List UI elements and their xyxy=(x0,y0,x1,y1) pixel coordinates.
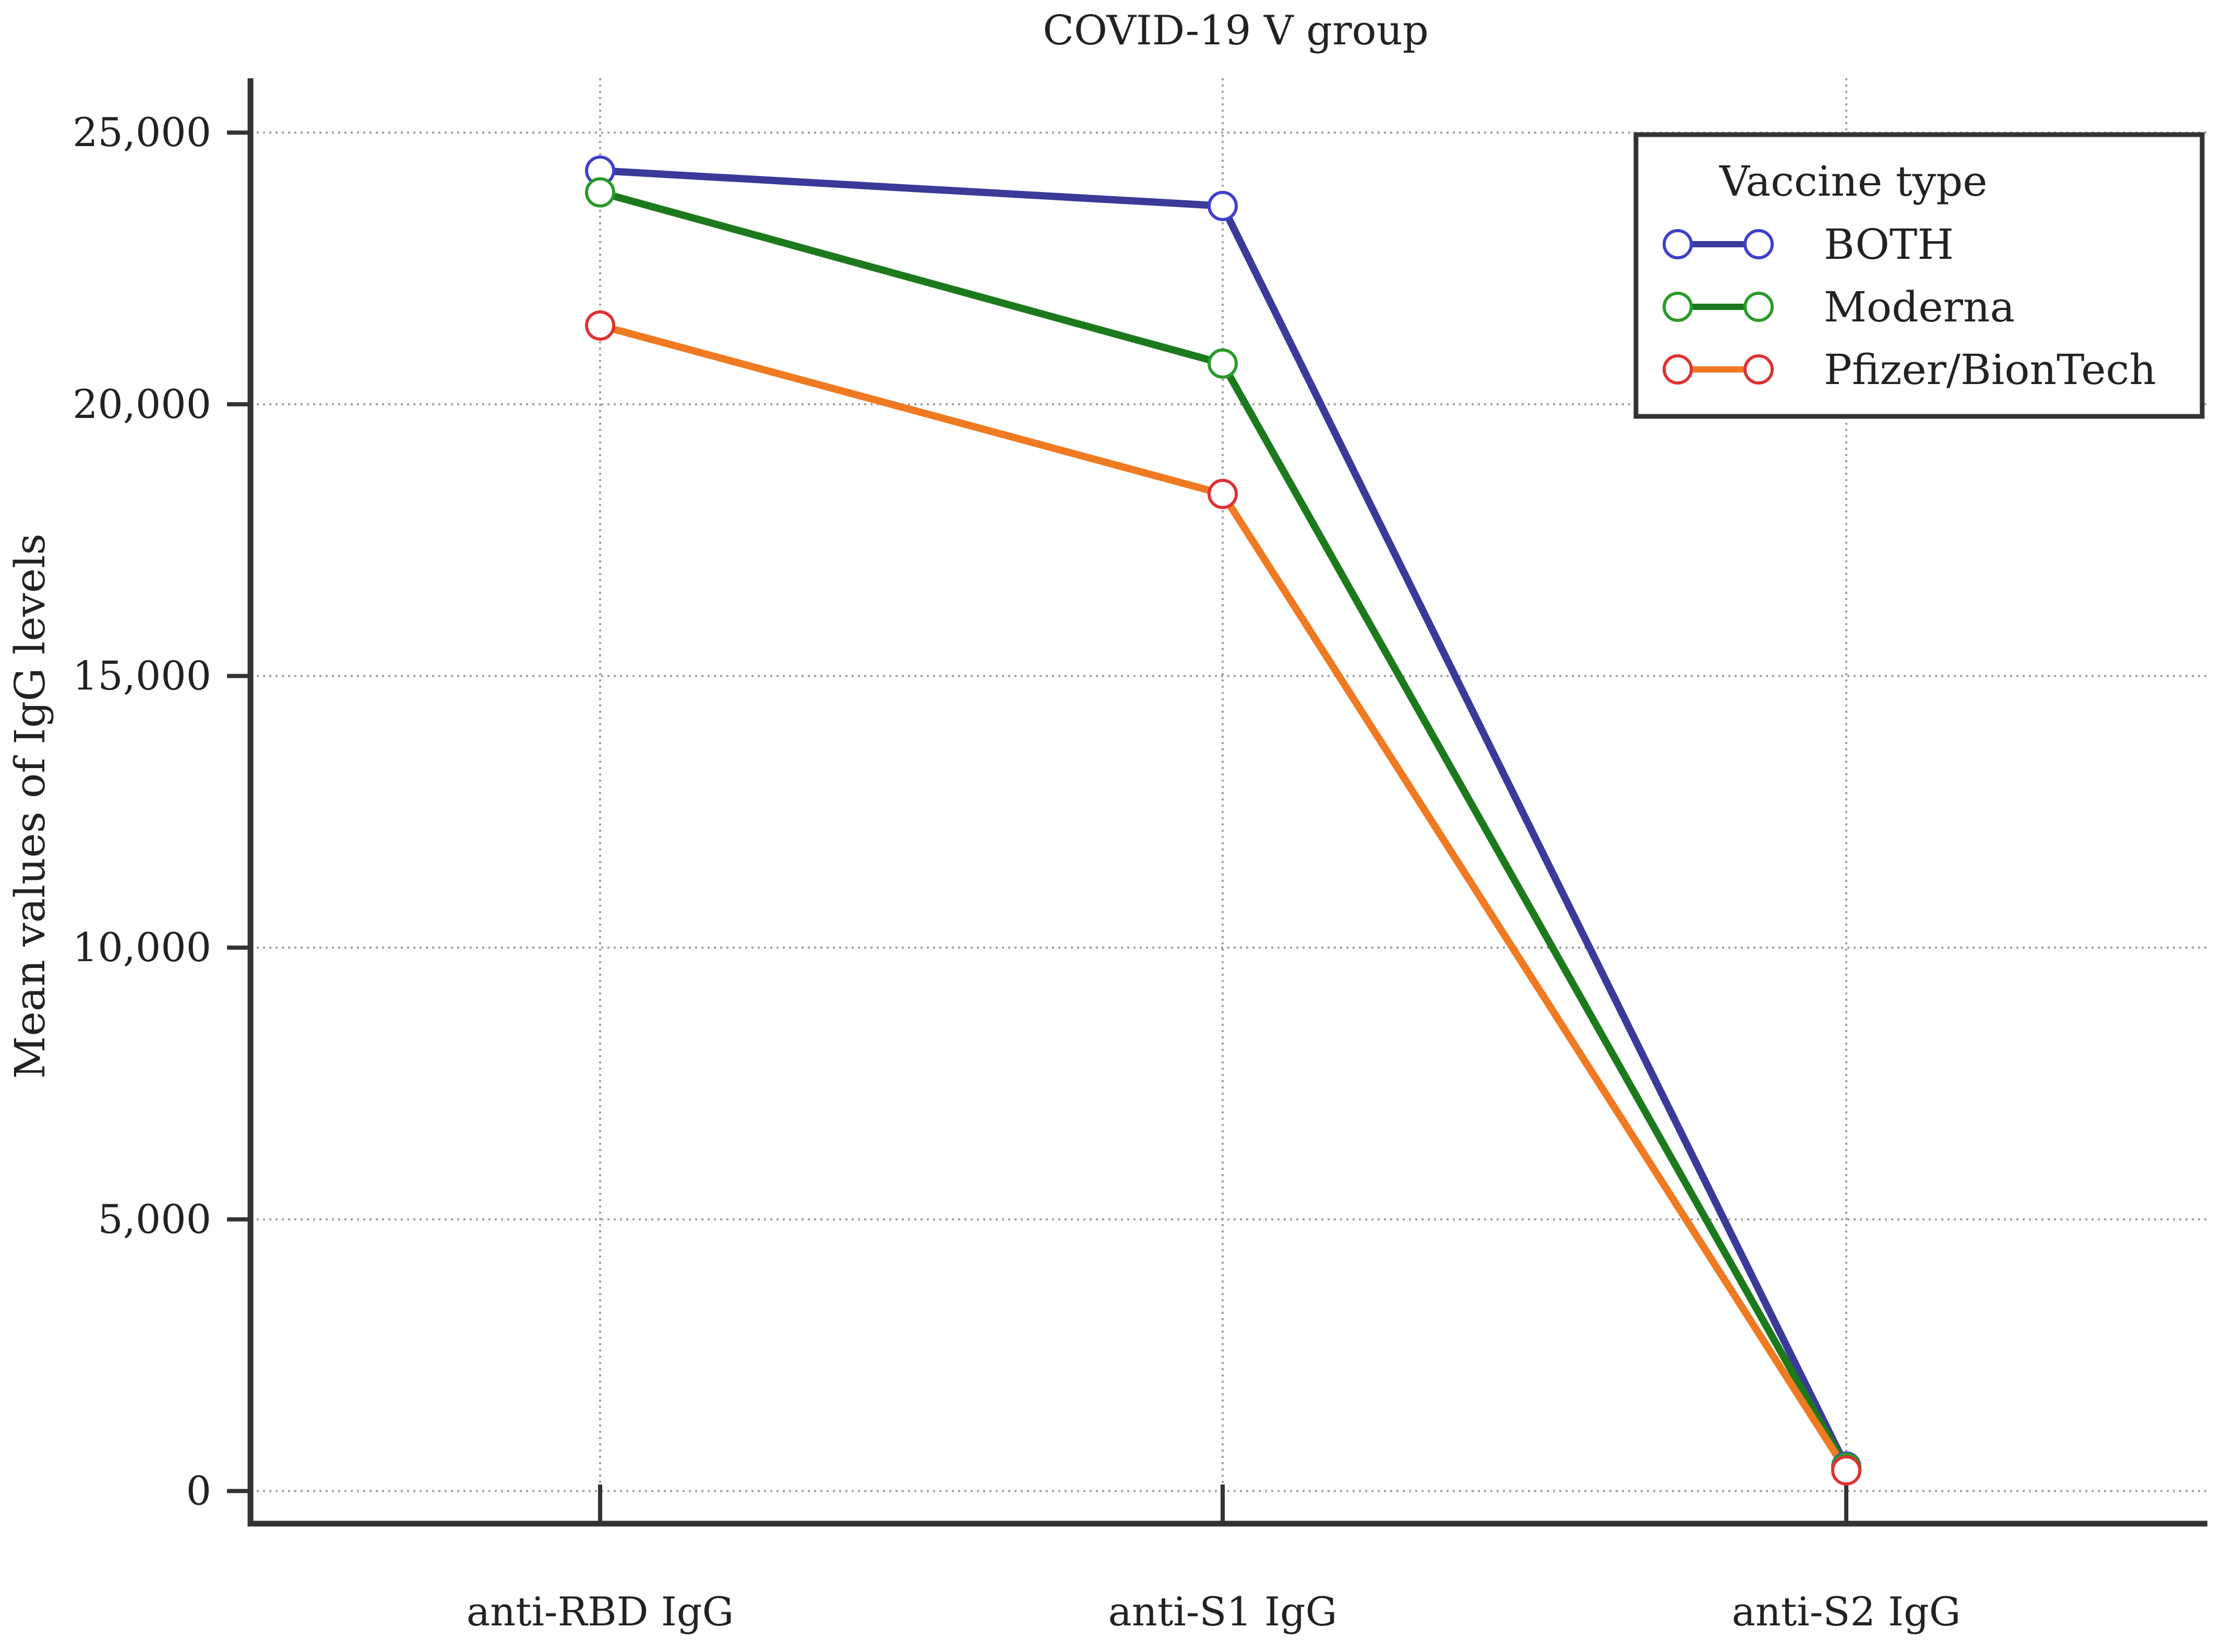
legend: Vaccine type BOTH Moderna Pfizer/BionTech xyxy=(1633,132,2205,419)
legend-label: Moderna xyxy=(1824,283,2015,331)
data-point xyxy=(1208,348,1238,379)
legend-items: BOTH Moderna Pfizer/BionTech xyxy=(1663,220,2156,394)
legend-label: BOTH xyxy=(1824,220,1954,269)
data-point xyxy=(1208,190,1238,221)
x-tick-label: anti-S2 IgG xyxy=(1732,1588,1961,1635)
data-point xyxy=(585,177,615,208)
legend-marker xyxy=(1743,292,1774,322)
data-point xyxy=(1208,478,1238,509)
legend-marker xyxy=(1663,292,1693,322)
y-tick-label: 25,000 xyxy=(73,109,211,155)
y-tick-label: 20,000 xyxy=(73,381,211,427)
legend-marker xyxy=(1663,354,1693,385)
legend-marker xyxy=(1743,229,1774,259)
legend-label: Pfizer/BionTech xyxy=(1824,345,2156,394)
legend-marker xyxy=(1743,354,1774,385)
y-tick-label: 15,000 xyxy=(73,652,211,699)
legend-marker xyxy=(1663,229,1693,259)
y-tick-label: 10,000 xyxy=(73,924,211,971)
series-markers xyxy=(585,155,1861,1486)
legend-title: Vaccine type xyxy=(1719,157,1988,206)
data-point xyxy=(585,310,615,341)
grid xyxy=(250,78,2207,1524)
axis-frame xyxy=(247,78,2207,1527)
x-tick-label: anti-S1 IgG xyxy=(1108,1588,1337,1635)
x-tick-label: anti-RBD IgG xyxy=(467,1588,734,1635)
data-point xyxy=(1831,1455,1861,1486)
y-axis-title: Mean values of IgG levels xyxy=(6,533,54,1079)
axes: 0 5,000 10,000 15,000 20,000 25,000 anti-RBD I… xyxy=(73,78,2207,1635)
y-tick-label: 0 xyxy=(186,1468,211,1514)
y-tick-label: 5,000 xyxy=(98,1196,211,1242)
chart-title: COVID-19 V group xyxy=(1043,7,1428,54)
